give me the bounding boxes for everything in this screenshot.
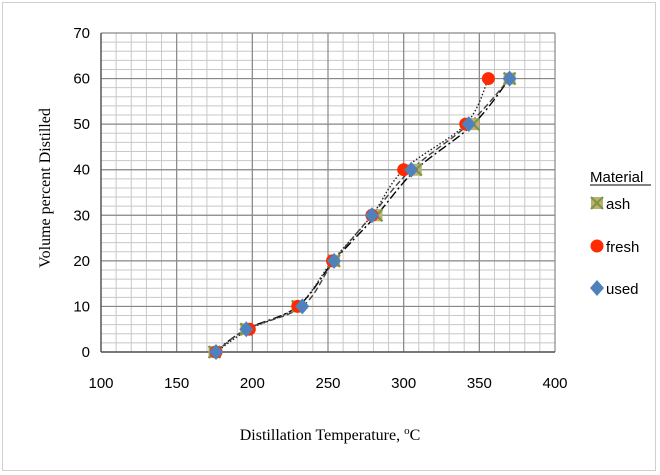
legend-marker-ash xyxy=(590,196,604,210)
point-used xyxy=(239,321,254,338)
y-tick-labels: 0 10 20 30 40 50 60 70 xyxy=(73,25,90,361)
x-tick-label: 150 xyxy=(164,375,189,392)
x-tick-label: 250 xyxy=(315,375,340,392)
x-tick-labels: 100 150 200 250 300 350 400 xyxy=(88,375,567,392)
point-fresh xyxy=(397,163,411,177)
legend-marker-ash-cross-b xyxy=(590,196,604,210)
point-used xyxy=(364,207,379,224)
y-axis-title: Volume percent Distilled xyxy=(37,108,54,268)
y-tick-label: 60 xyxy=(73,71,90,88)
legend-items: ash fresh used xyxy=(590,196,639,298)
y-tick-label: 30 xyxy=(73,207,90,224)
x-tick-label: 100 xyxy=(88,375,113,392)
point-used xyxy=(502,70,517,87)
y-tick-label: 0 xyxy=(82,344,90,361)
point-used xyxy=(461,116,476,133)
legend-title: Material xyxy=(590,169,643,186)
point-used xyxy=(295,298,310,315)
y-tick-label: 40 xyxy=(73,162,90,179)
x-tick-label: 200 xyxy=(240,375,265,392)
chart-frame xyxy=(2,2,656,471)
legend: Material ash fresh used xyxy=(590,169,651,298)
legend-label-fresh: fresh xyxy=(606,239,639,256)
x-tick-label: 300 xyxy=(391,375,416,392)
legend-marker-used xyxy=(590,280,604,296)
point-used xyxy=(209,344,224,360)
point-used xyxy=(327,252,342,269)
point-used xyxy=(404,161,419,178)
legend-label-ash: ash xyxy=(606,196,630,213)
x-axis-title: Distillation Temperature, oC xyxy=(240,425,421,444)
y-tick-label: 20 xyxy=(73,253,90,270)
y-tick-label: 50 xyxy=(73,116,90,133)
legend-label-used: used xyxy=(606,281,639,298)
y-tick-label: 10 xyxy=(73,298,90,315)
x-tick-label: 400 xyxy=(542,375,567,392)
point-fresh xyxy=(481,72,495,86)
legend-marker-fresh xyxy=(590,239,604,253)
y-tick-label: 70 xyxy=(73,25,90,42)
data-points xyxy=(207,70,517,360)
x-tick-label: 350 xyxy=(467,375,492,392)
axes xyxy=(100,33,555,353)
